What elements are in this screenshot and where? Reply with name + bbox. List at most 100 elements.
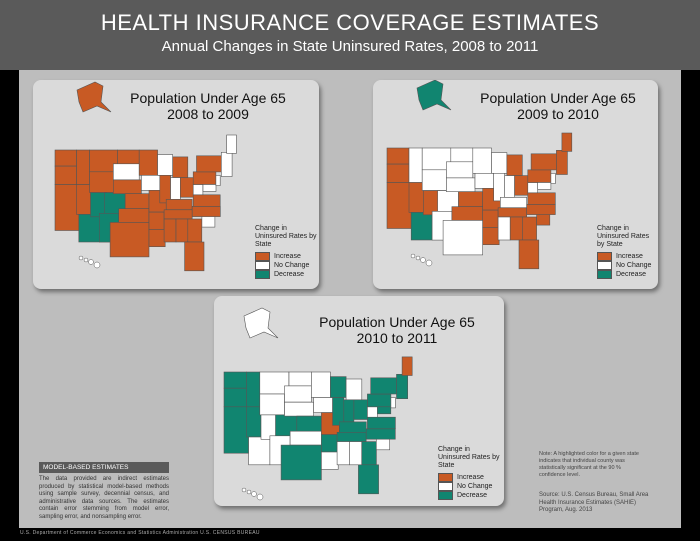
state-washington: [223, 371, 247, 389]
state-hawaii-island: [78, 255, 84, 261]
state-kansas: [296, 415, 322, 432]
state-virginia: [192, 194, 221, 207]
map-panel-2008-2009: Population Under Age 65 2008 to 2009 Cha…: [33, 80, 319, 289]
state-oregon: [223, 387, 247, 408]
state-ohio: [353, 399, 368, 420]
state-maine: [226, 134, 237, 154]
map-title-line2: 2010 to 2011: [356, 330, 438, 346]
state-alabama: [175, 218, 189, 243]
map-title-line1: Population Under Age 65: [319, 314, 475, 330]
state-texas: [442, 220, 483, 256]
map-title: Population Under Age 65 2008 to 2009: [123, 90, 293, 122]
legend-label: Increase: [274, 252, 301, 260]
state-alaska: [416, 80, 452, 111]
state-hawaii-island: [251, 491, 257, 497]
state-new-york: [370, 377, 397, 395]
state-california: [54, 184, 80, 231]
state-minnesota: [472, 147, 492, 174]
state-minnesota: [138, 149, 158, 176]
legend-label: Increase: [616, 252, 643, 260]
state-south-dakota: [113, 163, 140, 181]
map-panel-2009-2010: Population Under Age 65 2009 to 2010 Cha…: [373, 80, 658, 289]
state-oregon: [54, 165, 77, 185]
state-hawaii-island: [415, 255, 421, 261]
us-map-2008-2009: [54, 81, 237, 272]
legend-swatch-decrease: [597, 270, 612, 279]
state-ohio: [180, 177, 194, 198]
state-wisconsin: [157, 154, 173, 176]
map-title-line2: 2008 to 2009: [167, 106, 249, 122]
state-arkansas: [482, 209, 499, 228]
state-idaho: [408, 147, 423, 183]
legend-swatch-increase: [255, 252, 270, 261]
state-arkansas: [321, 434, 338, 453]
legend-item-no-change: No Change: [255, 261, 317, 270]
state-new-england: [221, 152, 233, 177]
state-wisconsin: [491, 152, 508, 174]
state-maryland: [202, 184, 217, 192]
state-kentucky: [339, 421, 367, 433]
state-michigan: [506, 154, 523, 176]
state-oregon: [386, 163, 410, 183]
legend-label: Decrease: [457, 491, 487, 499]
state-new-york: [530, 153, 557, 171]
state-louisiana: [482, 227, 500, 245]
legend-label: Decrease: [274, 270, 304, 278]
state-ohio: [514, 175, 529, 196]
state-wisconsin: [330, 376, 347, 398]
legend-label: Increase: [457, 473, 484, 481]
state-arkansas: [148, 211, 165, 230]
state-washington: [386, 147, 410, 165]
state-texas: [280, 444, 322, 481]
state-oklahoma: [289, 430, 322, 446]
state-iowa: [474, 173, 495, 189]
state-wyoming: [421, 169, 447, 191]
state-hawaii-island: [93, 261, 101, 269]
legend-title: Change in Uninsured Rates by State: [438, 446, 500, 469]
state-texas: [109, 222, 150, 258]
state-indiana: [504, 175, 515, 198]
source-note: Source: U.S. Census Bureau, Small Area H…: [539, 492, 649, 513]
map-title-line2: 2009 to 2010: [517, 106, 599, 122]
model-based-heading: MODEL-BASED ESTIMATES: [39, 462, 169, 473]
state-tennessee: [497, 207, 527, 218]
state-alabama: [509, 216, 523, 241]
state-virginia: [367, 416, 396, 430]
state-nevada: [246, 406, 262, 438]
state-maine: [561, 132, 573, 152]
state-north-carolina: [526, 204, 556, 215]
legend-swatch-decrease: [255, 270, 270, 279]
state-tennessee: [336, 432, 367, 442]
us-map-2009-2010: [386, 80, 573, 270]
footer-credit: U.S. Department of Commerce Economics an…: [20, 530, 260, 536]
state-south-dakota: [446, 161, 474, 179]
legend-item-decrease: Decrease: [597, 270, 657, 279]
state-wyoming: [259, 393, 285, 416]
state-mississippi: [163, 218, 177, 243]
map-title: Population Under Age 65 2010 to 2011: [312, 314, 482, 346]
state-maryland: [537, 182, 552, 190]
state-arizona: [248, 436, 271, 466]
main-title: HEALTH INSURANCE COVERAGE ESTIMATES: [100, 10, 600, 35]
state-idaho: [76, 149, 90, 185]
state-hawaii-island: [88, 259, 94, 265]
legend-label: Decrease: [616, 270, 646, 278]
state-indiana: [343, 399, 355, 423]
map-title: Population Under Age 65 2009 to 2010: [473, 90, 643, 122]
map-legend: Change in Uninsured Rates by State Incre…: [438, 446, 502, 500]
state-tennessee: [163, 209, 193, 220]
state-kentucky: [165, 199, 193, 211]
state-california: [386, 182, 412, 229]
state-florida: [184, 241, 205, 272]
state-north-carolina: [365, 428, 396, 440]
legend-label: No Change: [616, 261, 652, 269]
legend-swatch-no-change: [438, 482, 453, 491]
legend-item-increase: Increase: [255, 252, 317, 261]
state-alabama: [349, 441, 362, 466]
state-hawaii-island: [241, 487, 247, 493]
state-mississippi: [497, 216, 511, 241]
state-minnesota: [311, 371, 331, 398]
contiguous-us: [223, 356, 413, 495]
state-new-york: [196, 155, 222, 173]
state-arizona: [410, 212, 433, 241]
